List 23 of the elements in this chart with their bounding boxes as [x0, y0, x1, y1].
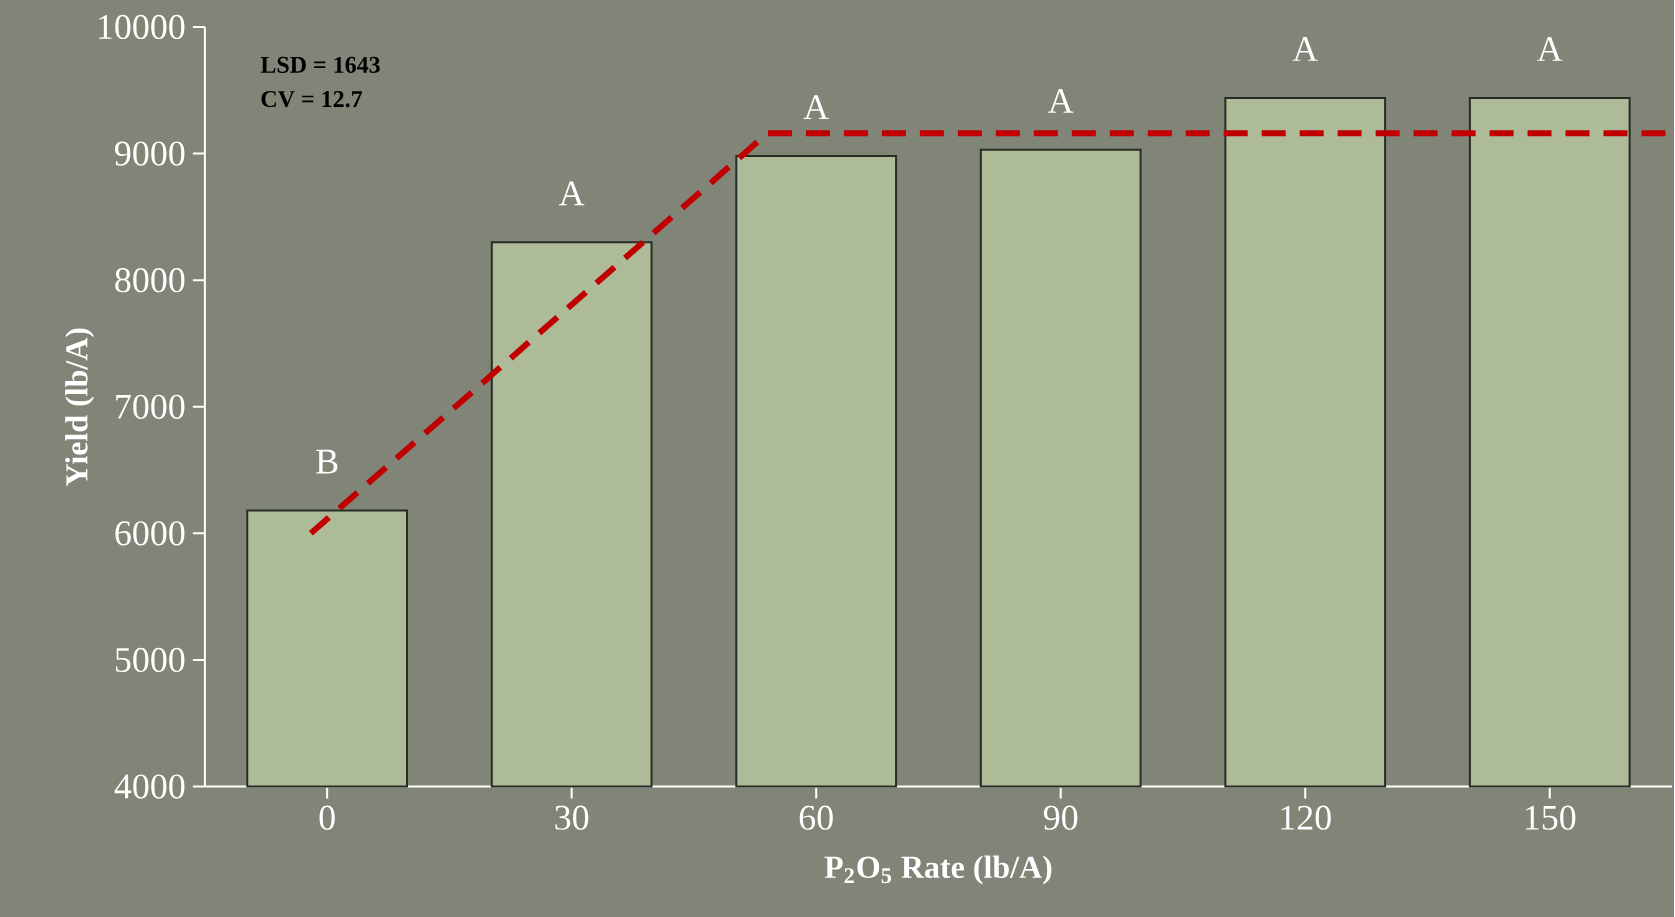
data-label: A	[803, 95, 829, 119]
x-axis-title: P$_{2}$O$_{5}$ Rate (lb/A)	[824, 855, 1052, 885]
y-tick-label: 9000	[115, 141, 185, 166]
x-tick-label: 120	[1281, 805, 1331, 830]
annotation: LSD = 1643	[260, 56, 380, 73]
y-tick-label: 6000	[115, 521, 185, 546]
x-tick-label: 30	[555, 805, 589, 830]
y-tick-label: 5000	[115, 647, 185, 672]
x-tick-label: 0	[319, 805, 335, 830]
x-tick-label: 150	[1525, 805, 1576, 830]
y-tick-label: 7000	[116, 394, 185, 419]
y-tick-label: 4000	[114, 774, 185, 799]
x-tick-label: 90	[1043, 805, 1078, 830]
y-tick-label: 10000	[99, 14, 185, 39]
annotation: CV = 12.7	[261, 90, 363, 108]
x-tick-label: 60	[799, 805, 833, 830]
y-tick-label: 8000	[115, 267, 185, 293]
data-label: A	[1537, 36, 1563, 61]
data-label: A	[1048, 88, 1074, 113]
y-axis-title: Yield (lb/A)	[65, 328, 95, 486]
data-label: A	[559, 181, 585, 205]
data-label: B	[316, 449, 338, 474]
data-label: A	[1292, 36, 1318, 61]
